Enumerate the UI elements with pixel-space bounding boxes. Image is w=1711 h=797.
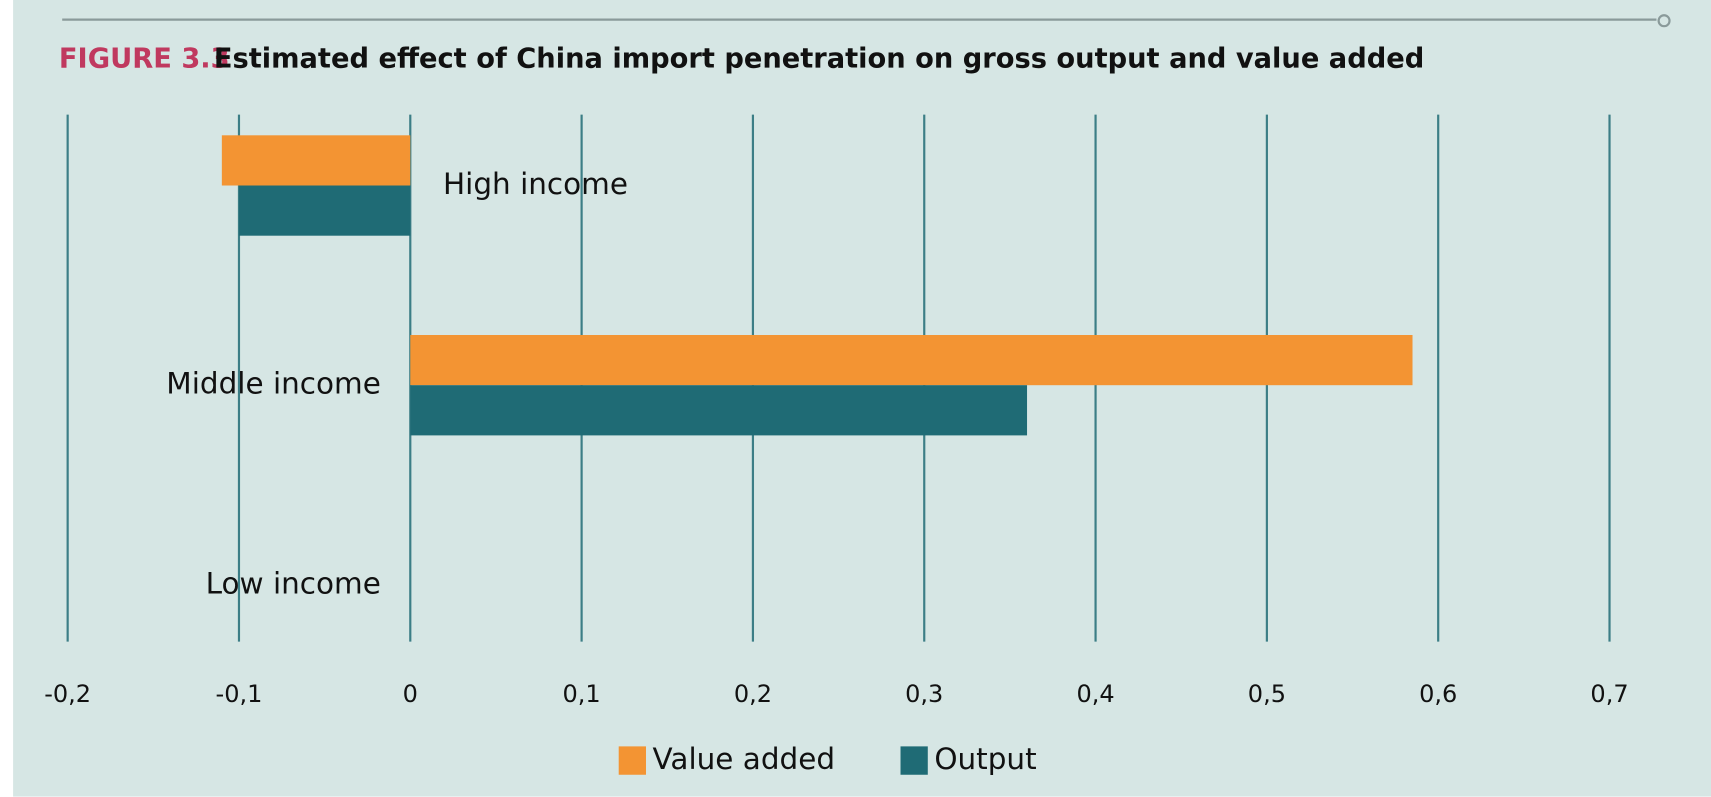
figure-label: FIGURE 3.3 bbox=[59, 44, 230, 75]
x-tick-label: -0,2 bbox=[44, 680, 91, 708]
top-rule-end bbox=[1657, 14, 1671, 28]
x-tick-label: 0,4 bbox=[1076, 680, 1114, 708]
chart-body: FIGURE 3.3 Estimated effect of China imp… bbox=[13, 0, 1711, 797]
legend-label: Value added bbox=[653, 742, 836, 776]
chart-title: Estimated effect of China import penetra… bbox=[214, 44, 1424, 75]
bar bbox=[221, 135, 411, 186]
bar bbox=[238, 185, 411, 236]
category-label: High income bbox=[443, 167, 628, 201]
bars bbox=[221, 135, 1413, 436]
category-label: Low income bbox=[206, 566, 381, 600]
category-label: Middle income bbox=[166, 367, 381, 401]
x-tick-label: 0,2 bbox=[734, 680, 772, 708]
x-tick-label: 0,5 bbox=[1248, 680, 1286, 708]
legend-swatch bbox=[618, 746, 646, 775]
x-tick-label: 0,1 bbox=[563, 680, 601, 708]
x-tick-label: 0,7 bbox=[1590, 680, 1628, 708]
legend-swatch bbox=[900, 746, 928, 775]
labels: -0,2 -0,1 0 0,1 0,2 0,3 0,4 0,5 0,6 0,7 High incom… bbox=[44, 167, 1628, 708]
x-tick-label: 0,3 bbox=[905, 680, 943, 708]
x-tick-label: 0,6 bbox=[1419, 680, 1457, 708]
x-tick-label: 0 bbox=[403, 680, 418, 708]
bar bbox=[410, 334, 1413, 386]
bar bbox=[410, 385, 1028, 436]
x-tick-label: -0,1 bbox=[216, 680, 263, 708]
legend: Value added Output bbox=[618, 742, 1037, 776]
legend-label: Output bbox=[934, 742, 1036, 776]
